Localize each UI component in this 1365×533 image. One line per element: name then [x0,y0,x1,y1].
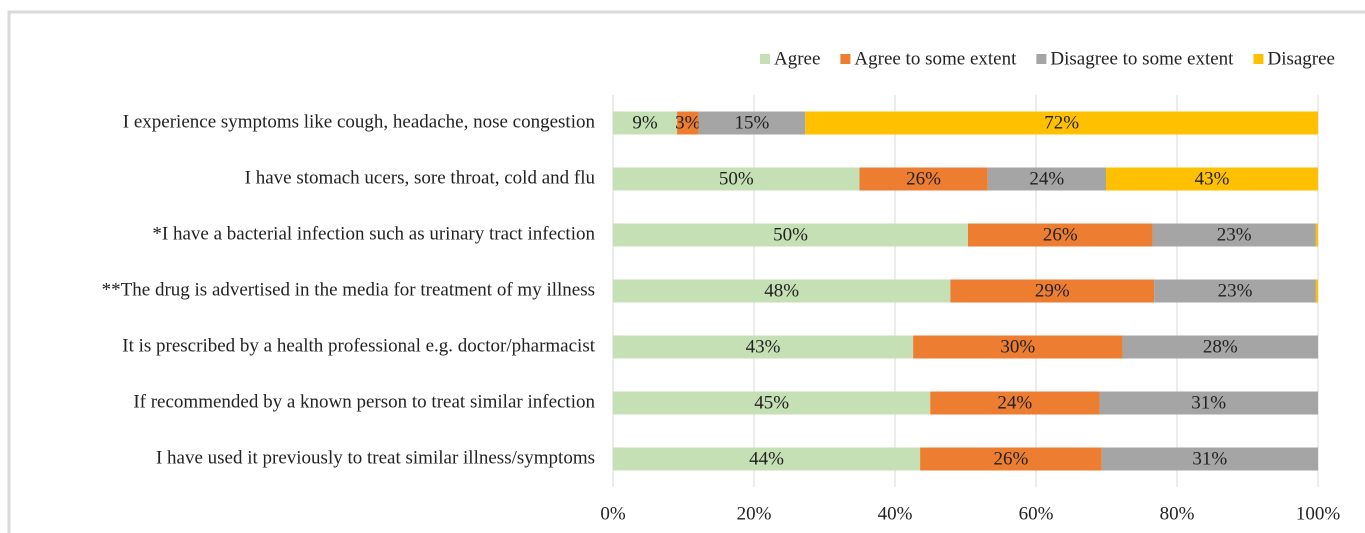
bar-segment [698,111,806,135]
bar-segment [967,223,1153,247]
legend-label: Disagree to some extent [1050,48,1234,69]
data-label: 45% [754,392,789,413]
data-label: 72% [1044,112,1079,133]
data-label: 28% [1203,336,1238,357]
data-label: 29% [1035,280,1070,301]
bar-segment [987,167,1107,191]
bar-segment [677,111,699,135]
bar-segment [859,167,988,191]
data-label: 3% [675,112,701,133]
data-label: 44% [749,448,784,469]
data-label: 31% [1191,392,1226,413]
bar-segment [950,279,1155,303]
y-tick-label: *I have a bacterial infection such as ur… [152,223,595,244]
legend-swatch [1253,54,1264,64]
legend-swatch [1036,54,1047,64]
y-tick-label: If recommended by a known person to trea… [133,391,595,412]
bar-segment [1315,279,1318,303]
bar-segment [1122,335,1318,359]
legend-label: Agree to some extent [854,48,1017,69]
y-tick-label: I experience symptoms like cough, headac… [123,111,596,132]
bar-segment [613,111,678,135]
data-label: 26% [906,168,941,189]
bar-segment [1154,279,1316,303]
bar-segment [613,335,914,359]
frame [7,10,1365,533]
x-tick-label: 100% [1296,503,1341,524]
y-tick-label: I have used it previously to treat simil… [156,447,595,468]
bar-segment [930,391,1100,415]
data-label: 31% [1192,448,1227,469]
data-label: 26% [993,448,1028,469]
data-label: 15% [734,112,769,133]
data-label: 26% [1043,224,1078,245]
data-label: 43% [1195,168,1230,189]
bar-segment [913,335,1123,359]
data-label: 23% [1217,224,1252,245]
data-label: 50% [773,224,808,245]
x-tick-label: 60% [1019,503,1054,524]
bar-segment [1099,391,1318,415]
legend-swatch [759,54,770,64]
bar-segment [1106,167,1318,191]
bar-segment [1152,223,1316,247]
data-label: 48% [764,280,799,301]
data-label: 23% [1218,280,1253,301]
data-label: 43% [746,336,781,357]
legend-swatch [840,54,851,64]
y-tick-label: It is prescribed by a health professiona… [122,335,595,356]
x-tick-label: 80% [1160,503,1195,524]
bar-segment [613,447,921,471]
y-tick-label: **The drug is advertised in the media fo… [102,279,595,300]
data-label: 30% [1000,336,1035,357]
data-label: 9% [632,112,658,133]
x-tick-label: 40% [878,503,913,524]
bar-segment [920,447,1102,471]
bar-segment [805,111,1318,135]
bar-segment [1315,223,1318,247]
legend-label: Agree [774,48,820,69]
bar-segment [613,167,860,191]
x-tick-label: 20% [737,503,772,524]
bar-segment [1101,447,1318,471]
legend-label: Disagree [1267,48,1335,69]
bar-segment [613,391,931,415]
data-label: 24% [997,392,1032,413]
bar-segment [613,223,968,247]
x-tick-label: 0% [600,503,626,524]
data-label: 50% [719,168,754,189]
data-label: 24% [1029,168,1064,189]
y-tick-label: I have stomach ucers, sore throat, cold … [245,167,596,188]
bar-segment [613,279,951,303]
